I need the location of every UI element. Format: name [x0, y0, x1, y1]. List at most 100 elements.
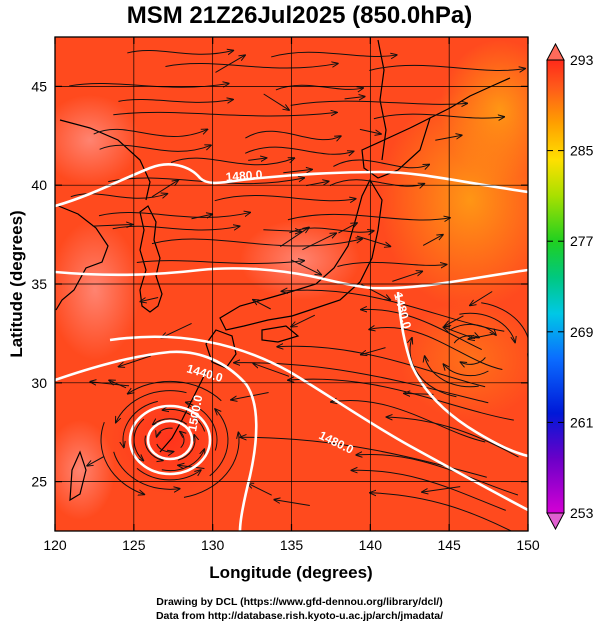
streamline: [209, 409, 229, 477]
streamline: [156, 443, 174, 452]
streamline: [460, 357, 486, 364]
streamline: [116, 390, 187, 423]
streamline: [153, 419, 188, 425]
streamline: [356, 454, 519, 496]
streamline: [128, 380, 222, 402]
streamline: [245, 146, 354, 154]
streamline: [444, 315, 464, 326]
streamline: [109, 380, 127, 389]
x-tick-label: 120: [43, 537, 67, 553]
streamline: [283, 169, 312, 172]
streamline: [290, 259, 321, 275]
warm-spot-west: [55, 220, 140, 360]
streamline: [481, 302, 528, 361]
streamline: [302, 233, 336, 251]
streamline: [369, 64, 525, 70]
streamline: [215, 55, 246, 73]
streamline: [178, 465, 205, 468]
x-tick-label: 150: [516, 537, 540, 553]
x-tick-label: 125: [122, 537, 146, 553]
typhoon-ring-outer: [128, 404, 212, 476]
coastline-kuril: [429, 77, 511, 119]
y-tick-label: 25: [31, 474, 47, 490]
cool-region-northeast: [440, 40, 528, 180]
contour-1500: [396, 291, 528, 458]
x-tick-label: 145: [437, 537, 461, 553]
y-axis-label: Latitude (degrees): [7, 210, 26, 357]
streamline: [253, 363, 290, 377]
streamline: [468, 333, 494, 339]
streamline: [214, 195, 356, 201]
credit-data-source: Data from http://database.rish.kyoto-u.a…: [155, 610, 444, 622]
streamline: [136, 261, 305, 264]
streamline: [329, 179, 425, 186]
streamline: [90, 382, 130, 387]
streamline: [386, 417, 519, 458]
streamline: [123, 400, 158, 447]
coastlines: [55, 39, 511, 502]
streamline: [186, 402, 218, 451]
streamline: [331, 400, 486, 443]
streamline: [99, 145, 212, 152]
contour-1480-south: [109, 335, 528, 512]
streamline: [435, 135, 462, 141]
streamline: [453, 336, 479, 344]
streamline: [170, 158, 294, 166]
streamline: [144, 435, 163, 461]
streamline: [280, 227, 309, 248]
streamline: [248, 158, 267, 161]
contour-label-5: 1500.0: [185, 394, 205, 433]
y-tick-label: 40: [31, 177, 47, 193]
streamline: [253, 300, 271, 310]
coastline-china: [55, 204, 109, 311]
streamline: [338, 223, 358, 234]
contour-1480-mid: [55, 267, 528, 290]
colorbar-tick-label: 261: [570, 414, 594, 430]
credit-dcl: Drawing by DCL (https://www.gfd-dennou.o…: [156, 596, 443, 608]
streamline: [183, 432, 239, 498]
streamline: [263, 230, 301, 232]
streamline: [373, 113, 505, 119]
streamline: [127, 50, 233, 54]
y-axis: 25 30 35 40 45: [31, 78, 528, 490]
colorbar: 253 261 269 277 285 293: [546, 42, 594, 531]
streamline: [271, 51, 397, 57]
streamline: [247, 483, 272, 496]
colorbar-gradient: [546, 59, 565, 514]
colorbar-tick-label: 269: [570, 324, 594, 340]
height-contours: [55, 163, 528, 531]
streamline: [369, 327, 503, 371]
streamline: [351, 470, 506, 511]
streamline: [177, 435, 195, 461]
streamline: [191, 214, 213, 220]
streamline: [93, 129, 208, 137]
streamline: [118, 355, 152, 367]
streamline: [361, 347, 386, 355]
streamline: [459, 312, 515, 342]
colorbar-underflow-arrow: [546, 512, 565, 531]
streamline: [274, 500, 310, 506]
x-tick-label: 135: [280, 537, 304, 553]
coastline-korea: [139, 205, 163, 313]
y-tick-label: 45: [31, 78, 47, 94]
coastline-ryukyu: [159, 371, 207, 453]
streamline: [370, 493, 513, 531]
streamline: [263, 93, 290, 110]
streamline: [245, 130, 341, 139]
streamline: [344, 97, 365, 99]
streamline: [140, 297, 159, 302]
streamline: [157, 427, 173, 437]
coastline-taiwan: [69, 450, 87, 502]
streamline: [162, 409, 206, 432]
x-axis: 120 125 130 135 140 145 150: [43, 37, 540, 553]
coastline-shikoku: [261, 325, 300, 343]
streamline: [291, 314, 316, 327]
streamline: [422, 486, 461, 493]
graticule: [55, 37, 528, 531]
contour-1480-north: [55, 163, 528, 208]
map-title: MSM 21Z26Jul2025 (850.0hPa): [126, 2, 473, 29]
streamline: [92, 225, 133, 227]
streamline: [151, 180, 178, 198]
streamline: [277, 346, 486, 388]
